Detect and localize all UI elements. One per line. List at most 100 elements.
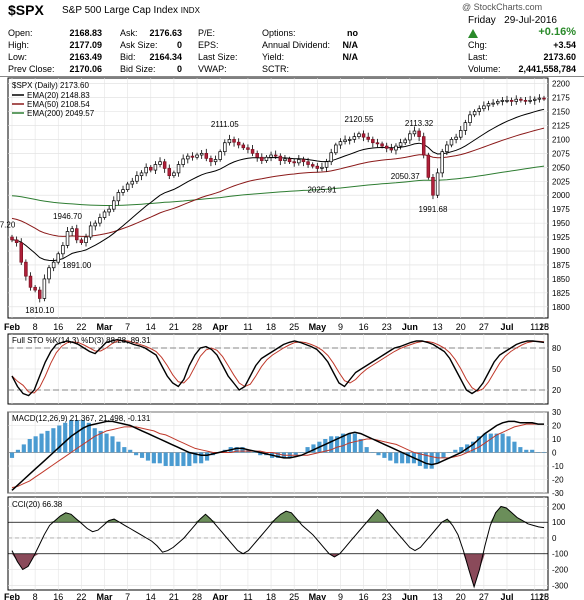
y-tick-label: 2150 <box>552 107 570 116</box>
x-tick-label: 28 <box>192 592 202 600</box>
quote-label: P/E: <box>198 28 216 38</box>
x-tick-label: Jun <box>402 322 418 332</box>
macd-hist-bar <box>323 439 328 453</box>
candle <box>162 158 167 173</box>
candle-body <box>190 155 195 158</box>
company-name: S&P 500 Large Cap Index <box>62 5 179 16</box>
macd-hist-bar <box>530 449 535 453</box>
candle-body <box>61 245 65 255</box>
macd-hist-bar <box>441 452 446 458</box>
candle <box>24 259 28 281</box>
candle <box>84 233 88 247</box>
x-tick-label: Jul <box>500 322 513 332</box>
candle <box>255 150 259 162</box>
candle <box>107 205 111 216</box>
quote-label: SCTR: <box>262 64 289 74</box>
candle-body <box>361 133 366 138</box>
candle <box>445 141 449 156</box>
y-tick-label: 100 <box>552 518 566 527</box>
x-tick-label: 9 <box>338 592 343 600</box>
quote-label: Options: <box>262 28 296 38</box>
x-tick-label: Mar <box>97 592 114 600</box>
candle-body <box>51 261 56 269</box>
candle-body <box>28 275 33 288</box>
quote-label: Open: <box>8 28 33 38</box>
candle-body <box>458 130 463 138</box>
cci-line <box>11 505 545 589</box>
candle-body <box>431 176 435 196</box>
y-tick-label: -10 <box>552 462 564 471</box>
candle <box>440 148 444 178</box>
macd-hist-bar <box>104 433 109 453</box>
y-tick-label: 1850 <box>552 275 570 284</box>
candle <box>301 156 306 167</box>
candle-body <box>116 192 121 202</box>
x-tick-label: 21 <box>169 592 179 600</box>
candle-body <box>24 261 28 277</box>
candle <box>347 136 352 145</box>
quote-value: 0 <box>176 64 182 74</box>
macd-hist-bar <box>128 449 133 453</box>
candle <box>264 155 269 163</box>
quote-label: Chg: <box>468 40 488 50</box>
quote-value: 2168.83 <box>69 28 102 38</box>
y-tick-label: 2100 <box>552 135 570 144</box>
candle <box>338 138 343 149</box>
candle-body <box>352 136 357 140</box>
candle <box>366 132 370 143</box>
x-tick-label: 27 <box>479 592 489 600</box>
x-tick-label: 8 <box>33 322 38 332</box>
credit-label: @ StockCharts.com <box>462 2 543 12</box>
macd-hist-bar <box>311 444 316 453</box>
candle <box>93 220 98 231</box>
macd-signal-line <box>11 423 544 489</box>
candle <box>320 162 324 172</box>
candle <box>98 213 102 227</box>
macd-title: MACD(12,26,9) 21.367, 21.498, -0.131 <box>12 414 151 423</box>
quote-header: $SPX S&P 500 Large Cap Index INDX @ Stoc… <box>0 0 584 78</box>
quote-label: EPS: <box>198 40 219 50</box>
candle-body <box>241 144 246 149</box>
candle <box>426 152 431 180</box>
macd-hist-bar <box>512 441 517 453</box>
y-tick-label: 0 <box>552 449 557 458</box>
candle-body <box>287 158 292 163</box>
y-tick-label: -20 <box>552 476 564 485</box>
candle-body <box>75 228 79 241</box>
macd-hist-bar <box>110 436 115 453</box>
candle <box>357 131 361 139</box>
candle <box>408 130 412 144</box>
macd-hist-bar <box>169 452 174 466</box>
macd-hist-bar <box>258 452 263 456</box>
quote-label: VWAP: <box>198 64 227 74</box>
macd-hist-bar <box>335 436 340 453</box>
y-tick-label: 10 <box>552 435 561 444</box>
candle <box>149 165 153 173</box>
price-annotation: 2111.05 <box>211 120 239 129</box>
y-tick-label: 2025 <box>552 177 570 186</box>
candle-body <box>301 159 306 163</box>
x-tick-label: 11 <box>243 322 252 332</box>
x-tick-label: 28 <box>192 322 202 332</box>
macd-hist-bar <box>524 449 529 453</box>
ema20-line <box>11 108 545 262</box>
candle <box>218 149 222 162</box>
symbol-title: $SPX <box>8 2 44 18</box>
sto-d-line <box>11 339 545 394</box>
macd-hist-bar <box>329 436 334 453</box>
candle <box>334 142 338 156</box>
candle-body <box>472 111 477 116</box>
candle-body <box>125 183 130 190</box>
macd-hist-bar <box>163 452 168 466</box>
date-value: 29-Jul-2016 <box>504 15 557 26</box>
candle <box>533 96 537 105</box>
macd-hist-bar <box>234 447 239 453</box>
macd-hist-bar <box>157 452 162 464</box>
candle-body <box>176 164 181 174</box>
candle-body <box>528 99 532 102</box>
candle <box>519 96 523 103</box>
macd-hist-bar <box>204 452 210 461</box>
candle <box>47 264 51 284</box>
candle <box>227 134 232 146</box>
sto-k-line <box>11 338 545 397</box>
